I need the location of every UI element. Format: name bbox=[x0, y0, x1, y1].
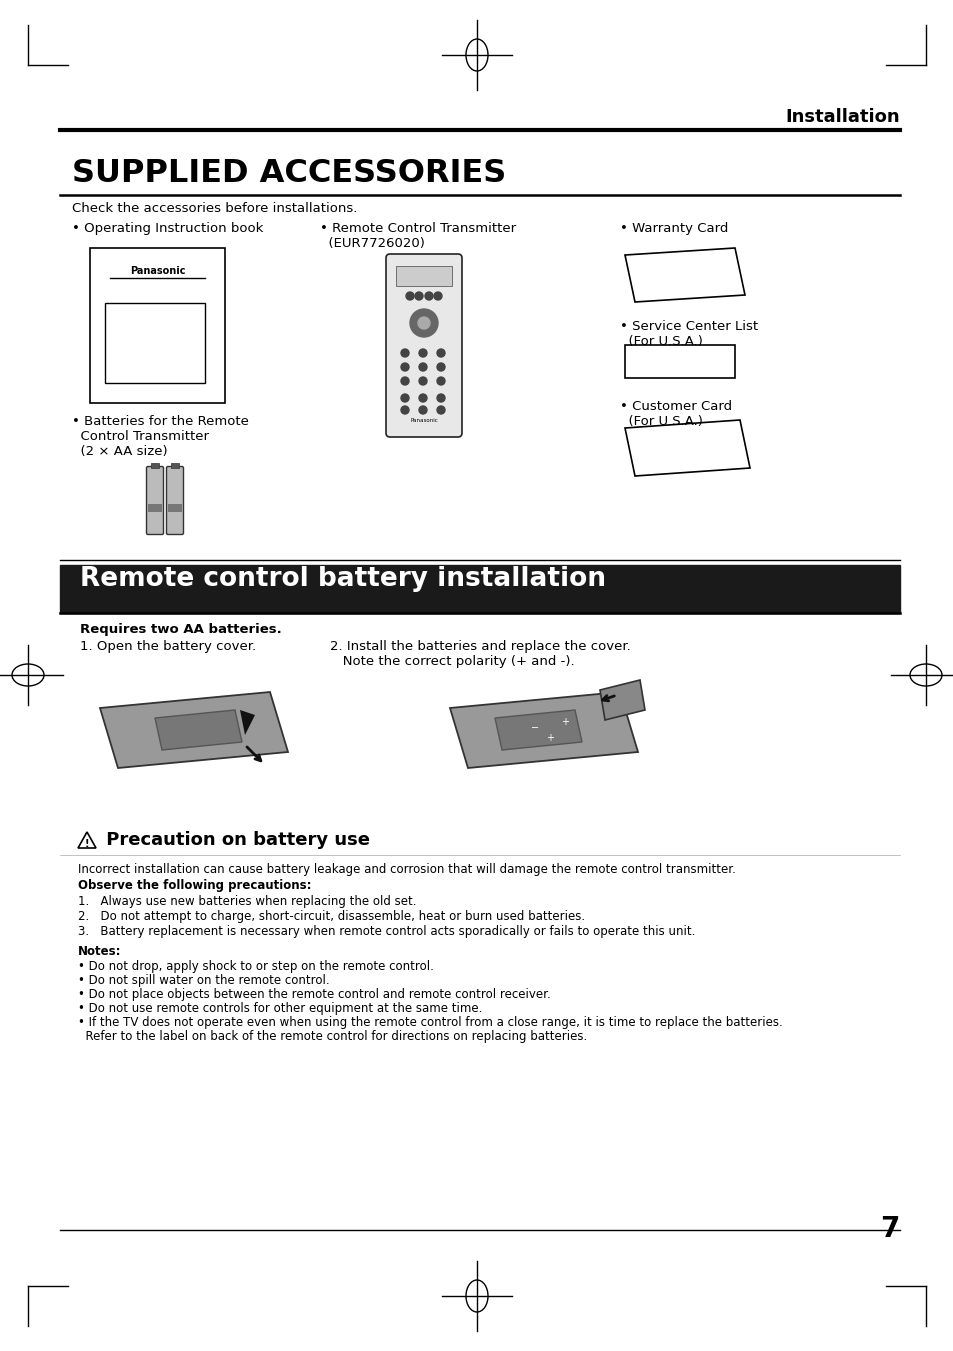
Circle shape bbox=[436, 407, 444, 413]
Bar bbox=[168, 504, 182, 512]
Text: Installation: Installation bbox=[784, 108, 899, 126]
Text: Refer to the label on back of the remote control for directions on replacing bat: Refer to the label on back of the remote… bbox=[78, 1029, 587, 1043]
Text: 3.   Battery replacement is necessary when remote control acts sporadically or f: 3. Battery replacement is necessary when… bbox=[78, 925, 695, 938]
Circle shape bbox=[410, 309, 437, 336]
Text: Requires two AA batteries.: Requires two AA batteries. bbox=[80, 623, 281, 636]
Text: Panasonic: Panasonic bbox=[410, 419, 437, 423]
Text: 2. Install the batteries and replace the cover.
   Note the correct polarity (+ : 2. Install the batteries and replace the… bbox=[330, 640, 630, 667]
Text: • Batteries for the Remote
  Control Transmitter
  (2 × AA size): • Batteries for the Remote Control Trans… bbox=[71, 415, 249, 458]
Polygon shape bbox=[154, 711, 242, 750]
Text: −: − bbox=[531, 723, 538, 734]
Text: 2.   Do not attempt to charge, short-circuit, disassemble, heat or burn used bat: 2. Do not attempt to charge, short-circu… bbox=[78, 911, 584, 923]
Text: 7: 7 bbox=[880, 1215, 899, 1243]
Bar bbox=[395, 266, 452, 286]
Circle shape bbox=[415, 292, 422, 300]
Text: • Do not drop, apply shock to or step on the remote control.: • Do not drop, apply shock to or step on… bbox=[78, 961, 434, 973]
Circle shape bbox=[418, 349, 427, 357]
Polygon shape bbox=[624, 420, 749, 476]
Text: • Do not use remote controls for other equipment at the same time.: • Do not use remote controls for other e… bbox=[78, 1002, 482, 1015]
Text: • Remote Control Transmitter
  (EUR7726020): • Remote Control Transmitter (EUR7726020… bbox=[319, 222, 516, 250]
Polygon shape bbox=[240, 711, 254, 735]
Circle shape bbox=[406, 292, 414, 300]
Text: 1.   Always use new batteries when replacing the old set.: 1. Always use new batteries when replaci… bbox=[78, 894, 416, 908]
Circle shape bbox=[400, 349, 409, 357]
Text: • Operating Instruction book: • Operating Instruction book bbox=[71, 222, 263, 235]
Circle shape bbox=[400, 394, 409, 403]
Circle shape bbox=[436, 394, 444, 403]
Text: Notes:: Notes: bbox=[78, 944, 121, 958]
Text: • Warranty Card: • Warranty Card bbox=[619, 222, 727, 235]
Circle shape bbox=[424, 292, 433, 300]
Text: • Do not spill water on the remote control.: • Do not spill water on the remote contr… bbox=[78, 974, 330, 988]
Polygon shape bbox=[78, 832, 96, 848]
FancyBboxPatch shape bbox=[386, 254, 461, 436]
Circle shape bbox=[417, 317, 430, 330]
Circle shape bbox=[400, 363, 409, 372]
Text: • Service Center List
  (For U.S.A.): • Service Center List (For U.S.A.) bbox=[619, 320, 758, 349]
Bar bbox=[105, 303, 205, 382]
Text: +: + bbox=[545, 734, 554, 743]
Text: • If the TV does not operate even when using the remote control from a close ran: • If the TV does not operate even when u… bbox=[78, 1016, 781, 1029]
Polygon shape bbox=[624, 345, 734, 378]
Bar bbox=[148, 504, 162, 512]
FancyBboxPatch shape bbox=[147, 466, 163, 535]
Bar bbox=[171, 463, 179, 467]
Text: Observe the following precautions:: Observe the following precautions: bbox=[78, 880, 312, 892]
Circle shape bbox=[400, 407, 409, 413]
Text: 1. Open the battery cover.: 1. Open the battery cover. bbox=[80, 640, 255, 653]
Text: !: ! bbox=[85, 839, 90, 848]
Text: • Customer Card
  (For U.S.A.): • Customer Card (For U.S.A.) bbox=[619, 400, 731, 428]
Circle shape bbox=[400, 377, 409, 385]
FancyBboxPatch shape bbox=[167, 466, 183, 535]
Polygon shape bbox=[599, 680, 644, 720]
Circle shape bbox=[418, 407, 427, 413]
Circle shape bbox=[436, 377, 444, 385]
Circle shape bbox=[436, 363, 444, 372]
Bar bbox=[90, 249, 225, 403]
Polygon shape bbox=[100, 692, 288, 767]
Bar bbox=[60, 565, 899, 613]
Polygon shape bbox=[624, 249, 744, 303]
Text: +: + bbox=[560, 717, 568, 727]
Circle shape bbox=[418, 377, 427, 385]
Text: • Do not place objects between the remote control and remote control receiver.: • Do not place objects between the remot… bbox=[78, 988, 550, 1001]
Circle shape bbox=[418, 394, 427, 403]
Bar bbox=[151, 463, 159, 467]
Circle shape bbox=[418, 363, 427, 372]
Text: Remote control battery installation: Remote control battery installation bbox=[80, 566, 605, 592]
Polygon shape bbox=[450, 692, 638, 767]
Text: SUPPLIED ACCESSORIES: SUPPLIED ACCESSORIES bbox=[71, 158, 506, 189]
Text: Incorrect installation can cause battery leakage and corrosion that will damage : Incorrect installation can cause battery… bbox=[78, 863, 735, 875]
Circle shape bbox=[436, 349, 444, 357]
Text: Check the accessories before installations.: Check the accessories before installatio… bbox=[71, 203, 357, 215]
Circle shape bbox=[434, 292, 441, 300]
Text: Precaution on battery use: Precaution on battery use bbox=[100, 831, 370, 848]
Text: Panasonic: Panasonic bbox=[130, 266, 185, 276]
Polygon shape bbox=[495, 711, 581, 750]
